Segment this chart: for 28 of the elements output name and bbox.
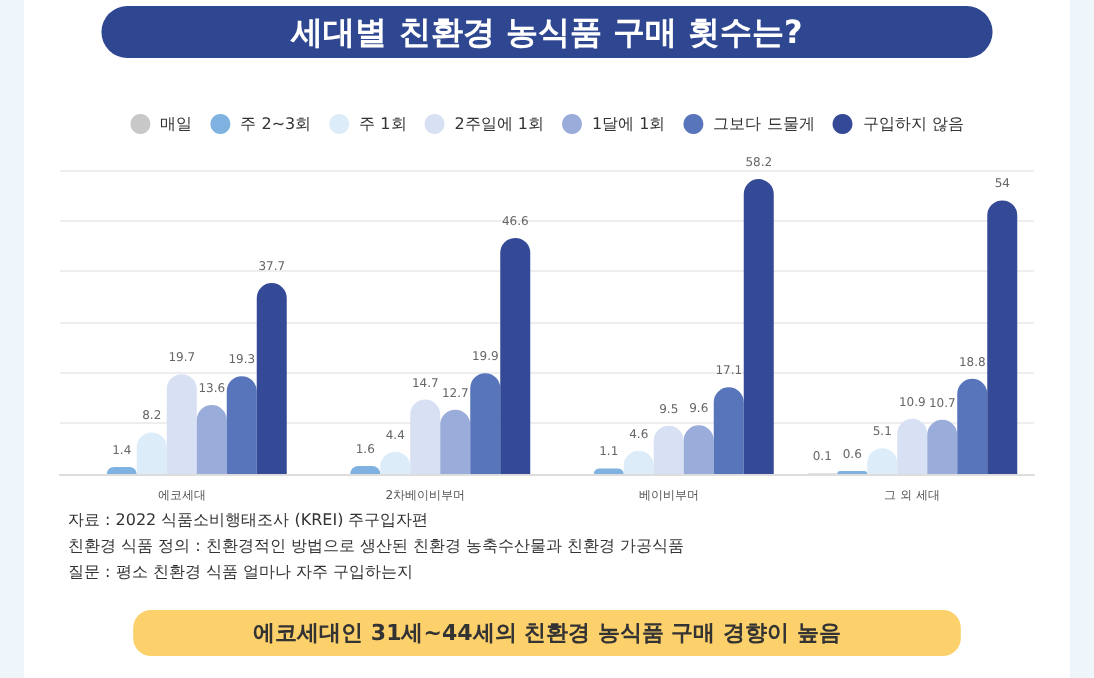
bar (440, 409, 471, 474)
legend-label: 주 2~3회 (240, 115, 312, 133)
legend-label: 2주일에 1회 (454, 115, 544, 133)
bar (683, 425, 714, 474)
bar (743, 179, 774, 474)
bar (500, 237, 531, 474)
chart-title: 세대별 친환경 농식품 구매 횟수는? (289, 13, 803, 51)
legend-label: 주 1회 (359, 115, 407, 133)
text: 친환경 식품 정의 : 친환경적인 방법으로 생산된 친환경 농축수산물과 친환경 가공식품 (68, 537, 685, 555)
text: 자료 : 2022 식품소비행태조사 (KREI) 주구입자편 (68, 511, 429, 529)
bar (897, 418, 928, 474)
bar (196, 405, 227, 474)
bar (653, 425, 684, 474)
bar (226, 376, 257, 474)
text: 질문 : 평소 친환경 식품 얼마나 자주 구입하는지 (68, 563, 413, 581)
legend-label: 1달에 1회 (591, 115, 666, 133)
bar (927, 419, 958, 474)
bar (987, 200, 1018, 474)
bar (166, 374, 197, 474)
bar (256, 282, 287, 474)
legend-label: 구입하지 않음 (862, 115, 964, 133)
legend-label: 그보다 드물게 (713, 115, 815, 133)
text: 에코세대인 31세~44세의 친환경 농식품 구매 경향이 높음 (253, 620, 841, 646)
bar (470, 373, 501, 474)
legend-label: 매일 (160, 115, 193, 133)
bar (713, 387, 744, 474)
bar (410, 399, 441, 474)
bar (957, 378, 988, 474)
